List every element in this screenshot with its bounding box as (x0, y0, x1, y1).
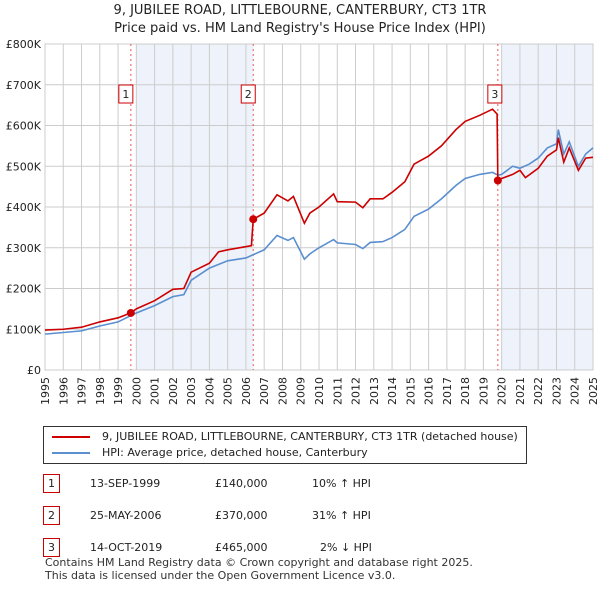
price-chart: 1995 1996 1997 1998 1999 2000 2001 2002 2003 2004… (6, 38, 600, 405)
x-tick-label: 2010 (313, 377, 326, 405)
x-tick-label: 2009 (295, 377, 308, 405)
x-tick-label: 2025 (587, 377, 600, 405)
price-paid-line (44, 108, 594, 331)
x-tick-label: 2017 (441, 377, 454, 405)
sale-hpi-diff: 2% ↓ HPI (320, 541, 372, 554)
footer-line: Contains HM Land Registry data © Crown c… (45, 556, 473, 569)
legend: 9, JUBILEE ROAD, LITTLEBOURNE, CANTERBUR… (43, 426, 527, 464)
legend-swatch-blue (52, 452, 90, 454)
legend-label: 9, JUBILEE ROAD, LITTLEBOURNE, CANTERBUR… (102, 430, 518, 443)
x-tick-label: 2006 (240, 377, 253, 405)
x-tick-label: 2007 (258, 377, 271, 405)
x-tick-label: 2011 (331, 377, 344, 405)
sale-marker-box (118, 84, 134, 104)
sale-row: 3 14-OCT-2019 £465,000 2% ↓ HPI (0, 538, 600, 558)
x-tick-label: 2002 (167, 377, 180, 405)
footer-line: This data is licensed under the Open Gov… (45, 569, 396, 582)
x-tick-label: 1995 (39, 377, 52, 405)
sale-marker-label: 2 (245, 88, 252, 101)
y-tick-label: £300K (6, 242, 42, 255)
y-tick-label: £100K (6, 323, 42, 336)
sale-hpi-diff: 31% ↑ HPI (312, 509, 371, 522)
x-tick-label: 2000 (130, 377, 143, 405)
sale-row: 2 25-MAY-2006 £370,000 31% ↑ HPI (0, 506, 600, 526)
x-tick-label: 2003 (185, 377, 198, 405)
y-tick-label: £0 (27, 364, 41, 377)
sale-marker-box (240, 84, 256, 104)
x-tick-label: 1996 (57, 377, 70, 405)
x-tick-label: 2021 (514, 377, 527, 405)
legend-label: HPI: Average price, detached house, Cant… (102, 446, 368, 459)
y-tick-label: £200K (6, 283, 42, 296)
x-tick-label: 1997 (76, 377, 89, 405)
x-tick-label: 2008 (276, 377, 289, 405)
x-tick-label: 2020 (496, 377, 509, 405)
footer: Contains HM Land Registry data © Crown c… (45, 556, 473, 582)
legend-swatch-red (52, 436, 90, 438)
x-tick-label: 1999 (112, 377, 125, 405)
sale-marker-number: 3 (43, 538, 60, 557)
sale-point (493, 176, 502, 185)
y-tick-label: £400K (6, 201, 42, 214)
y-tick-label: £500K (6, 160, 42, 173)
legend-item-property: 9, JUBILEE ROAD, LITTLEBOURNE, CANTERBUR… (52, 429, 518, 445)
x-tick-label: 2005 (222, 377, 235, 405)
sale-row: 1 13-SEP-1999 £140,000 10% ↑ HPI (0, 474, 600, 494)
x-tick-label: 2022 (532, 377, 545, 405)
chart-subtitle: Price paid vs. HM Land Registry's House … (114, 21, 486, 36)
sale-marker-label: 3 (491, 88, 498, 101)
x-tick-label: 2018 (459, 377, 472, 405)
sale-price: £465,000 (215, 541, 268, 554)
x-tick-label: 2015 (404, 377, 417, 405)
hpi-line (44, 129, 594, 335)
chart-title: 9, JUBILEE ROAD, LITTLEBOURNE, CANTERBUR… (113, 3, 487, 18)
sale-date: 14-OCT-2019 (90, 541, 163, 554)
x-tick-label: 2004 (203, 377, 216, 405)
y-tick-label: £700K (6, 79, 42, 92)
x-tick-label: 2023 (550, 377, 563, 405)
x-tick-label: 2016 (423, 377, 436, 405)
x-tick-label: 2014 (386, 377, 399, 405)
x-tick-label: 2013 (368, 377, 381, 405)
sale-price: £140,000 (215, 477, 268, 490)
x-tick-label: 2012 (350, 377, 363, 405)
x-tick-label: 2019 (477, 377, 490, 405)
x-tick-label: 2024 (569, 377, 582, 405)
legend-item-hpi: HPI: Average price, detached house, Cant… (52, 445, 518, 461)
sale-point (126, 308, 135, 317)
sale-hpi-diff: 10% ↑ HPI (312, 477, 371, 490)
y-tick-label: £600K (6, 120, 42, 133)
x-tick-label: 1998 (94, 377, 107, 405)
sale-marker-number: 1 (43, 474, 60, 493)
sale-date: 13-SEP-1999 (90, 477, 161, 490)
y-tick-label: £800K (6, 38, 42, 51)
sale-marker-label: 1 (122, 88, 129, 101)
sale-marker-number: 2 (43, 506, 60, 525)
sale-point (249, 215, 258, 224)
plot-border (44, 43, 594, 371)
sale-date: 25-MAY-2006 (90, 509, 162, 522)
sale-marker-box (487, 84, 503, 104)
sale-price: £370,000 (215, 509, 268, 522)
x-tick-label: 2001 (149, 377, 162, 405)
